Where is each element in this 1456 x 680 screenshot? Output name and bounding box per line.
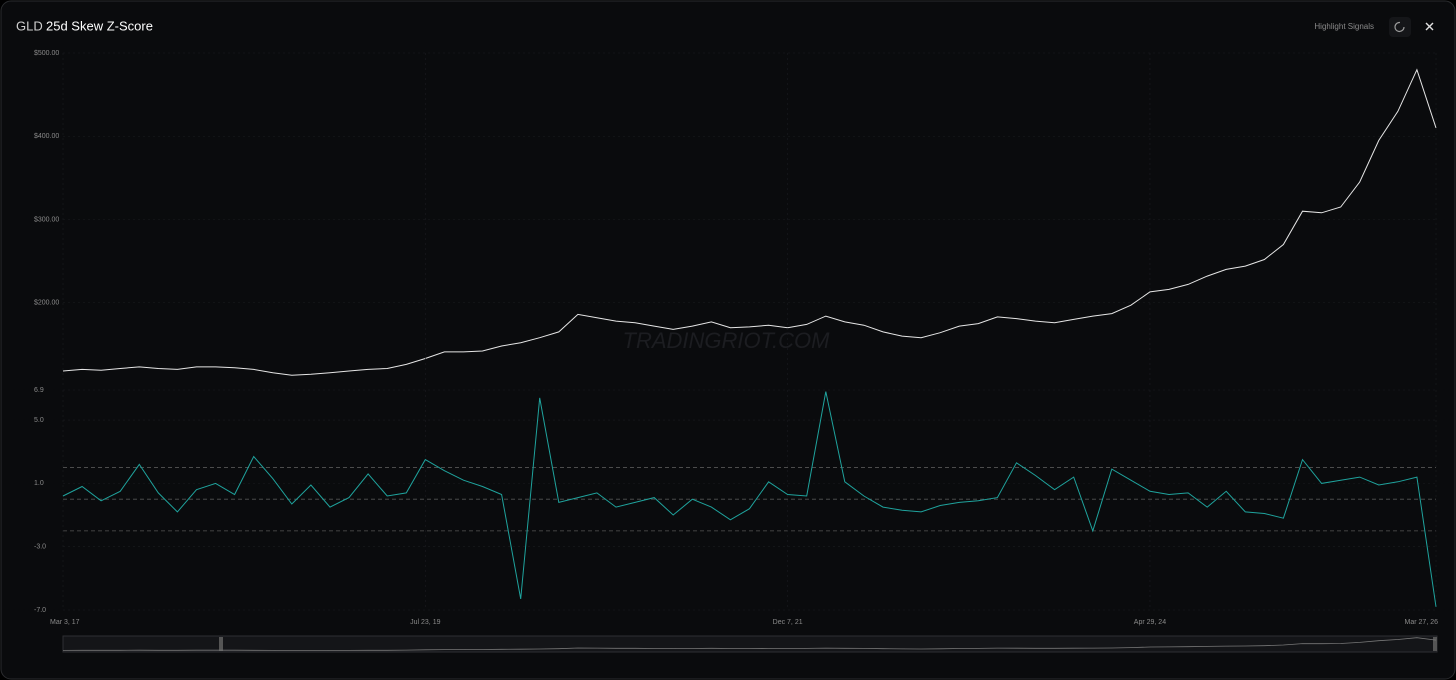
y-tick-label: $500.00 [34, 50, 59, 57]
y-tick-label: 1.0 [34, 480, 44, 487]
x-tick-label: Mar 3, 17 [50, 619, 80, 626]
symbol: GLD [16, 18, 43, 33]
y-tick-label: -7.0 [34, 607, 46, 614]
data-line [62, 391, 1437, 607]
chart-title: 25d Skew Z-Score [46, 18, 153, 33]
y-tick-label: 5.0 [34, 417, 44, 424]
y-tick-label: $300.00 [34, 216, 59, 223]
y-tick-label: -3.0 [34, 544, 46, 551]
navigator-line [62, 637, 1437, 651]
x-tick-label: Mar 27, 26 [1405, 619, 1439, 626]
x-tick-label: Jul 23, 19 [410, 619, 440, 626]
watermark: TRADINGRIOT.COM [623, 328, 831, 353]
y-tick-label: $400.00 [34, 133, 59, 140]
x-tick-label: Dec 7, 21 [773, 619, 803, 626]
x-tick-label: Apr 29, 24 [1134, 619, 1166, 626]
close-button[interactable] [1425, 22, 1434, 31]
refresh-button[interactable] [1389, 17, 1411, 37]
y-tick-label: 6.9 [34, 387, 44, 394]
data-line [62, 68, 1437, 376]
highlight-signals[interactable]: Highlight Signals [1314, 22, 1374, 31]
y-tick-label: $200.00 [34, 300, 59, 307]
navigator[interactable] [62, 635, 1438, 653]
